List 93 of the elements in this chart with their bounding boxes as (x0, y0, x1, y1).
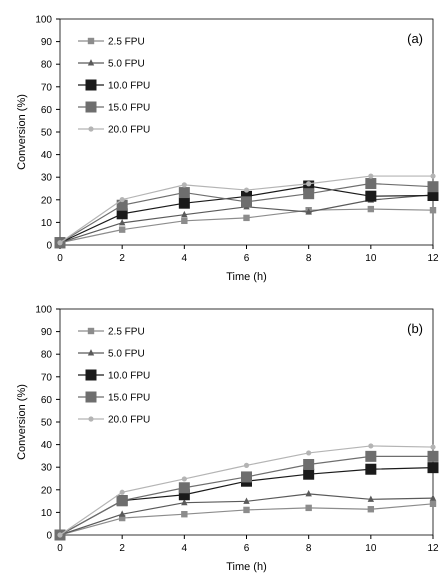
y-tick-label: 50 (40, 128, 52, 138)
legend-label: 5.0 FPU (108, 348, 145, 360)
y-tick-label: 70 (40, 372, 52, 384)
point (428, 462, 438, 474)
point (118, 510, 126, 517)
y-axis-title: Conversion (%) (16, 94, 28, 170)
point (118, 226, 126, 233)
x-tick-label: 10 (365, 253, 377, 264)
x-tick-label: 4 (182, 543, 188, 554)
y-tick-label: 30 (40, 462, 52, 474)
point (430, 444, 436, 450)
y-tick-label: 70 (40, 82, 52, 94)
point (305, 490, 312, 496)
point (182, 476, 187, 482)
point (178, 198, 190, 209)
x-tick-label: 0 (57, 253, 64, 264)
legend-label: 15.0 FPU (108, 392, 150, 404)
y-tick-label: 90 (40, 37, 52, 48)
point (365, 464, 376, 475)
y-tick-label: 60 (40, 104, 52, 116)
x-tick-label: 4 (182, 253, 188, 264)
point (181, 218, 188, 224)
y-tick-label: 60 (40, 394, 52, 406)
y-tick-label: 80 (40, 60, 52, 71)
legend-label: 2.5 FPU (108, 36, 145, 48)
point (178, 482, 190, 494)
text: (a) (407, 31, 423, 46)
y-tick-label: 100 (35, 304, 52, 316)
legend-label: 10.0 FPU (108, 370, 150, 382)
point (430, 173, 436, 179)
y-tick-label: 10 (40, 508, 52, 519)
point (120, 490, 125, 495)
legend-label: 2.5 FPU (108, 326, 145, 338)
point (241, 196, 252, 208)
point (241, 471, 252, 482)
x-axis-title: Time (h) (226, 271, 267, 283)
x-tick-label: 8 (306, 543, 312, 554)
point (430, 206, 436, 214)
point (368, 506, 374, 512)
x-tick-label: 6 (244, 543, 250, 554)
point (178, 187, 190, 198)
y-tick-label: 40 (40, 440, 52, 452)
legend-label: 15.0 FPU (108, 102, 150, 114)
point (306, 450, 312, 456)
point (181, 511, 188, 518)
point (430, 500, 436, 508)
x-tick-label: 6 (244, 253, 250, 264)
y-tick-label: 10 (40, 218, 52, 229)
point (305, 504, 312, 512)
legend-label: 5.0 FPU (108, 58, 145, 70)
x-tick-label: 8 (306, 253, 312, 264)
point (243, 214, 250, 222)
x-tick-label: 0 (57, 543, 64, 554)
legend-label: 20.0 FPU (108, 124, 150, 136)
y-tick-label: 100 (35, 14, 52, 26)
point (368, 173, 374, 179)
y-tick-label: 40 (40, 150, 52, 162)
point (368, 495, 374, 502)
x-axis-title: Time (h) (226, 561, 267, 573)
point (365, 450, 376, 462)
text: (b) (407, 321, 423, 336)
point (428, 181, 438, 192)
point (303, 458, 314, 470)
x-tick-label: 2 (119, 543, 126, 554)
point (118, 219, 126, 226)
point (181, 210, 188, 218)
y-axis-title: Conversion (%) (16, 384, 28, 460)
y-tick-label: 90 (40, 327, 52, 338)
point (428, 450, 438, 462)
y-tick-label: 30 (40, 172, 52, 184)
x-tick-label: 10 (365, 543, 377, 554)
point (244, 187, 250, 193)
point (368, 206, 374, 212)
point (243, 497, 250, 504)
y-tick-label: 80 (40, 350, 52, 361)
y-tick-label: 20 (40, 485, 52, 496)
point (243, 506, 250, 514)
y-tick-label: 0 (46, 530, 52, 542)
point (303, 188, 314, 200)
legend-label: 20.0 FPU (108, 414, 150, 426)
x-tick-label: 12 (427, 543, 439, 554)
point (244, 462, 250, 468)
legend-label: 10.0 FPU (108, 80, 150, 92)
y-tick-label: 20 (40, 195, 52, 206)
y-tick-label: 50 (40, 418, 52, 428)
y-tick-label: 0 (46, 240, 52, 252)
point (365, 190, 376, 202)
x-tick-label: 12 (427, 253, 439, 264)
point (182, 182, 187, 188)
x-tick-label: 2 (119, 253, 126, 264)
point (365, 178, 376, 190)
point (120, 196, 125, 202)
point (368, 443, 374, 449)
